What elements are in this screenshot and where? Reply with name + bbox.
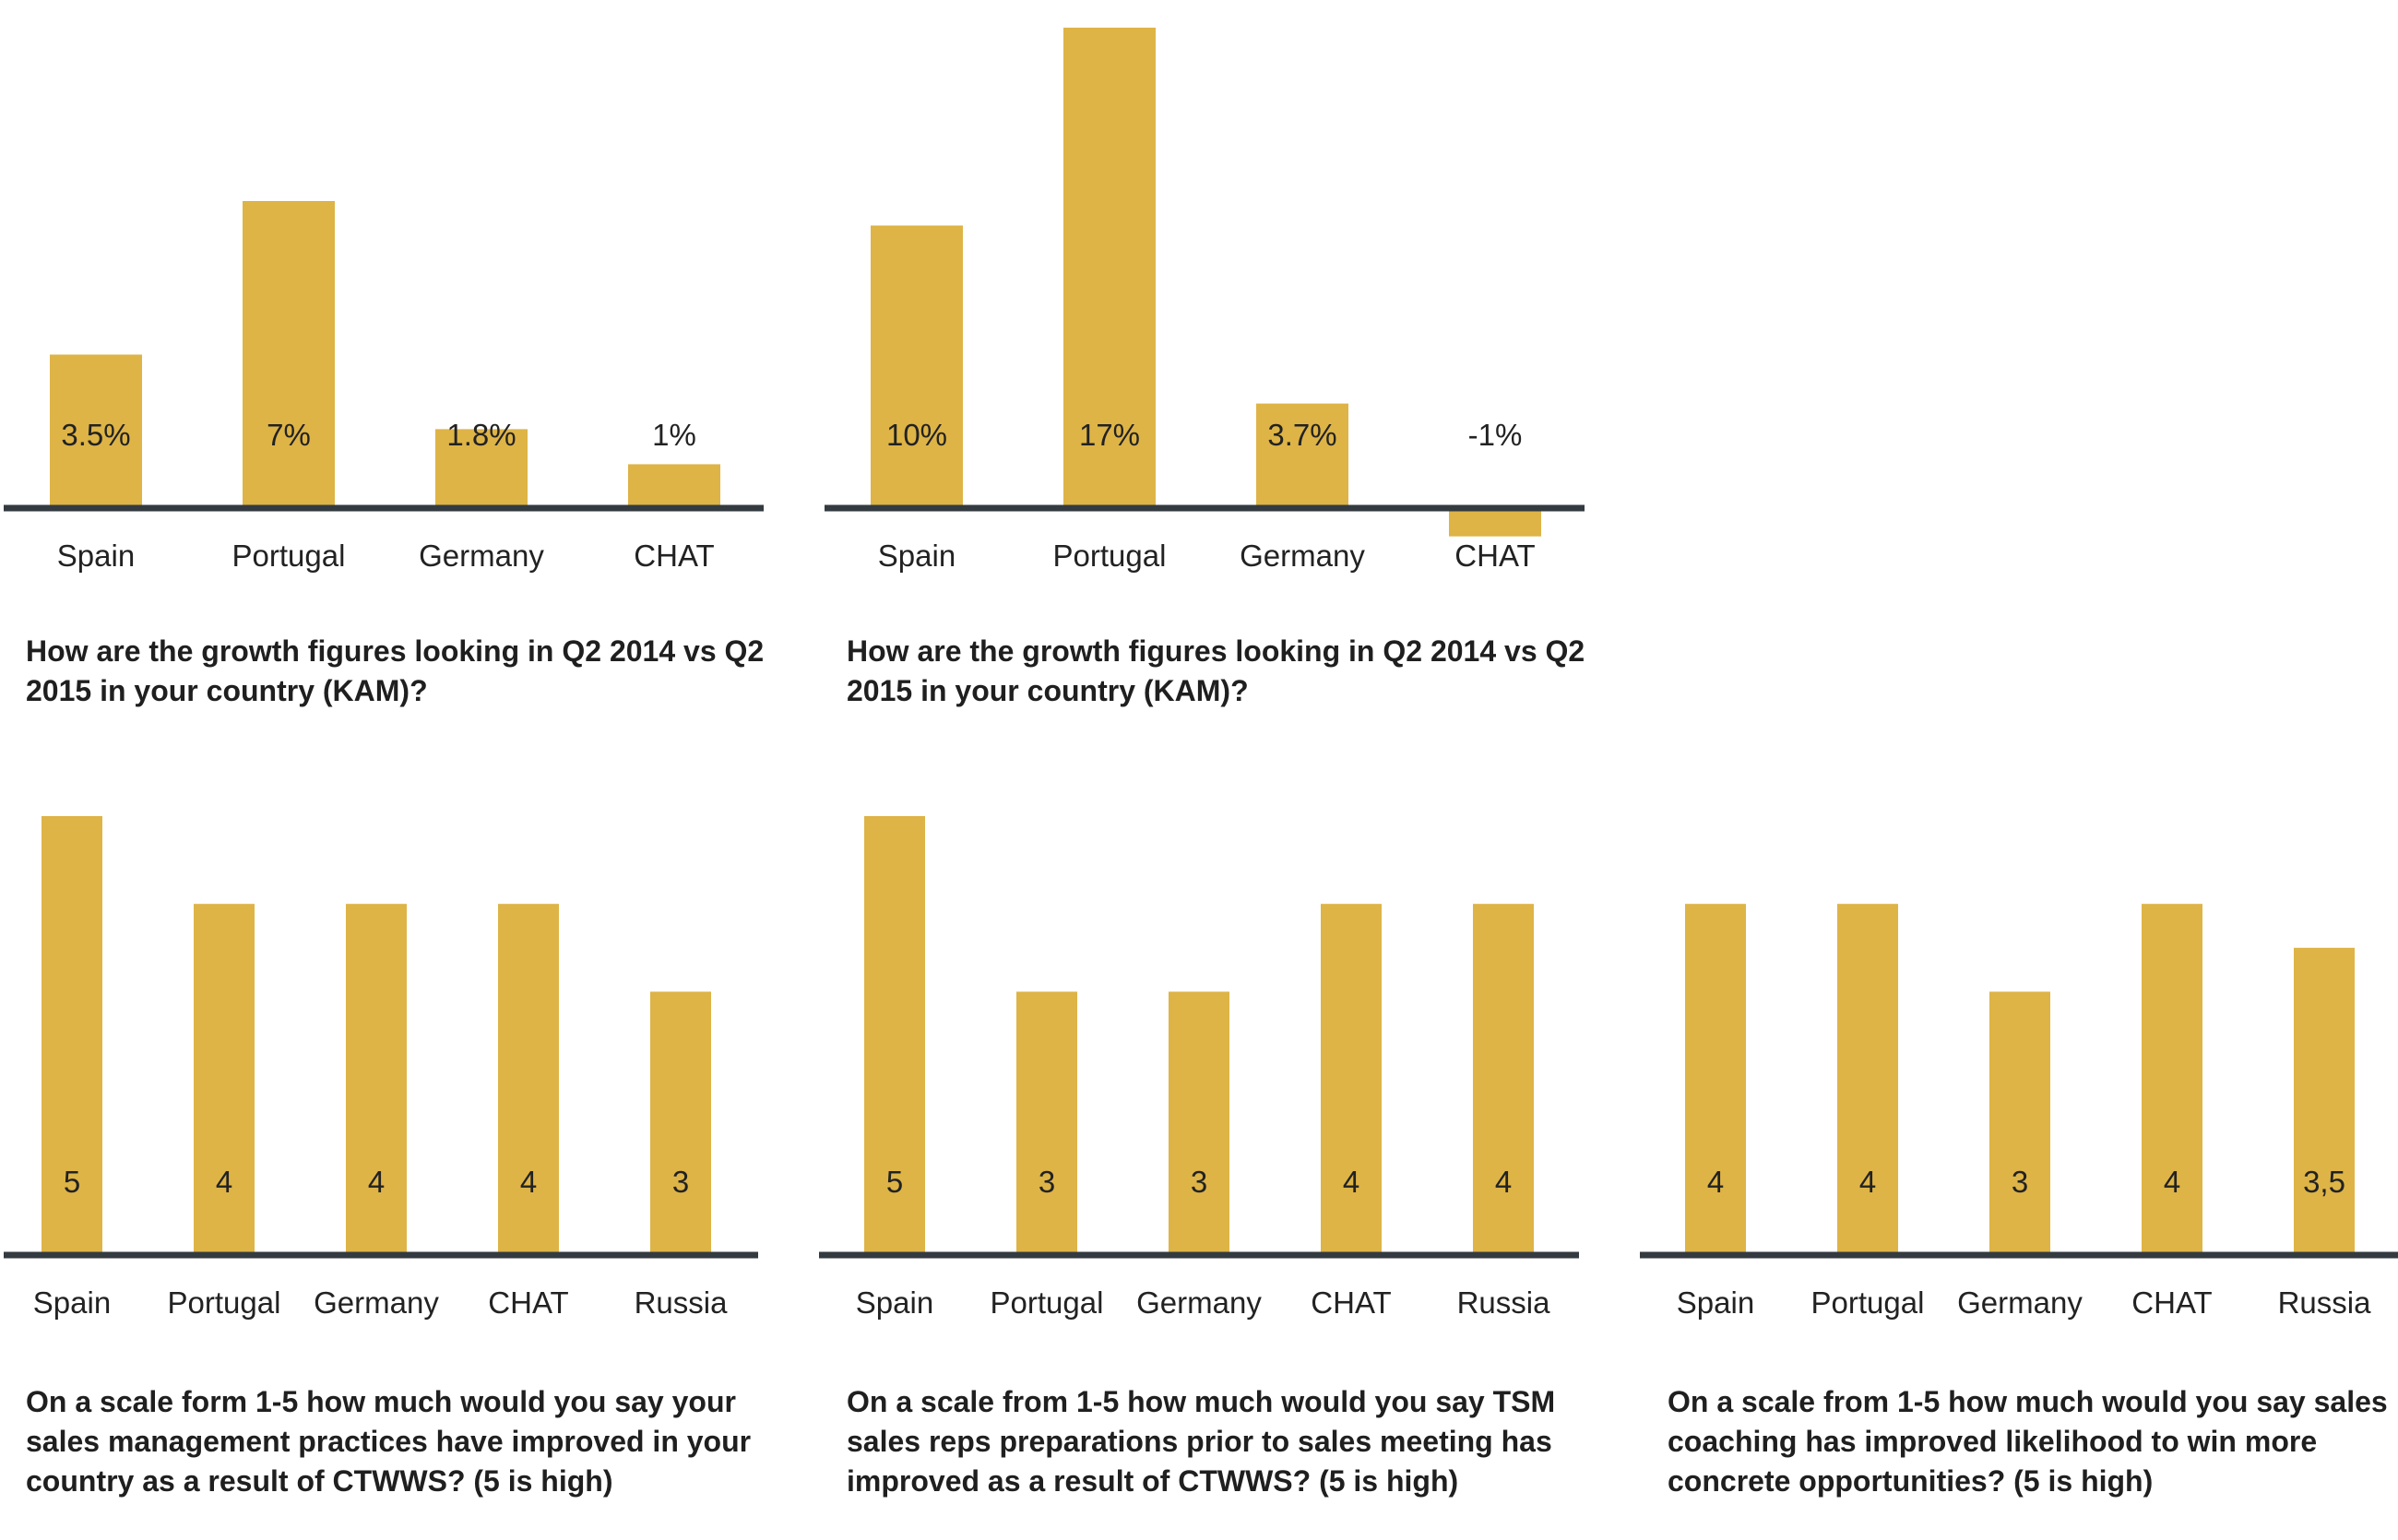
chart-1-bar-germany: [435, 429, 528, 508]
chart-2-bar-chat: [1449, 508, 1541, 537]
chart-5-category-label: Russia: [2278, 1285, 2372, 1320]
chart-3-value-label: 4: [520, 1165, 537, 1199]
chart-1-category-label: CHAT: [634, 539, 714, 573]
chart-5-value-label: 4: [2164, 1165, 2180, 1199]
chart-3-category-label: CHAT: [488, 1285, 568, 1320]
chart-1-bar-spain: [50, 354, 142, 508]
chart-3-bar-russia: [650, 991, 711, 1255]
chart-5-category-label: Germany: [1957, 1285, 2083, 1320]
chart-1-value-label: 1.8%: [446, 418, 516, 452]
chart-5-bar-spain: [1685, 904, 1746, 1255]
chart-3-title: On a scale form 1-5 how much would you s…: [26, 1385, 752, 1498]
chart-5-title: On a scale from 1-5 how much would you s…: [1668, 1385, 2388, 1498]
chart-3-bar-germany: [346, 904, 407, 1255]
chart-1-category-label: Spain: [57, 539, 135, 573]
chart-4-category-label: Portugal: [991, 1285, 1104, 1320]
chart-4-value-label: 4: [1495, 1165, 1512, 1199]
chart-2-category-label: CHAT: [1454, 539, 1535, 573]
chart-2-bar-spain: [871, 225, 963, 508]
chart-1-value-label: 3.5%: [61, 418, 130, 452]
chart-4-title: On a scale from 1-5 how much would you s…: [847, 1385, 1556, 1498]
chart-5-category-label: CHAT: [2131, 1285, 2212, 1320]
chart-5-value-label: 4: [1707, 1165, 1724, 1199]
chart-5-category-label: Portugal: [1811, 1285, 1925, 1320]
chart-4-category-label: Spain: [856, 1285, 933, 1320]
chart-4-value-label: 4: [1343, 1165, 1359, 1199]
chart-1-category-label: Germany: [419, 539, 544, 573]
chart-5-value-label: 4: [1859, 1165, 1876, 1199]
chart-3-category-label: Russia: [635, 1285, 729, 1320]
chart-3-value-label: 5: [64, 1165, 80, 1199]
chart-3-bar-chat: [498, 904, 559, 1255]
chart-5-bar-portugal: [1837, 904, 1898, 1255]
chart-panel-3: 5 Spain 4 Portugal 4 Germany 4 CHAT 3 Russia: [4, 816, 758, 1320]
chart-3-bar-portugal: [194, 904, 255, 1255]
chart-3-bar-spain: [42, 816, 102, 1255]
chart-2-category-label: Portugal: [1053, 539, 1167, 573]
chart-panel-4: 5 Spain 3 Portugal 3 Germany 4 CHAT 4 Russia: [819, 816, 1579, 1320]
chart-4-bar-chat: [1321, 904, 1382, 1255]
chart-3-category-label: Germany: [314, 1285, 439, 1320]
chart-4-bar-russia: [1473, 904, 1534, 1255]
chart-2-value-label: 3.7%: [1267, 418, 1336, 452]
chart-2-title: How are the growth figures looking in Q2…: [847, 634, 1585, 707]
chart-4-bar-germany: [1169, 991, 1229, 1255]
chart-4-value-label: 3: [1039, 1165, 1055, 1199]
chart-panel-5: 4 Spain 4 Portugal 3 Germany 4 CHAT 3,5 Russia: [1640, 904, 2398, 1320]
chart-3-value-label: 4: [216, 1165, 232, 1199]
chart-3-category-label: Portugal: [168, 1285, 281, 1320]
chart-4-category-label: CHAT: [1311, 1285, 1391, 1320]
chart-1-bar-chat: [628, 464, 720, 508]
chart-2-category-label: Spain: [878, 539, 956, 573]
chart-1-category-label: Portugal: [232, 539, 346, 573]
chart-4-bar-spain: [864, 816, 925, 1255]
chart-2-bar-portugal: [1063, 28, 1156, 508]
chart-2-category-label: Germany: [1240, 539, 1365, 573]
chart-5-bar-russia: [2294, 947, 2355, 1255]
chart-2-value-label: 10%: [886, 418, 947, 452]
chart-panel-2: 10% Spain 17% Portugal 3.7% Germany -1% CHAT: [825, 28, 1585, 573]
chart-5-value-label: 3,5: [2303, 1165, 2345, 1199]
chart-3-value-label: 4: [368, 1165, 385, 1199]
chart-2-bar-germany: [1256, 403, 1348, 508]
chart-1-bar-portugal: [243, 201, 335, 508]
chart-1-value-label: 7%: [267, 418, 311, 452]
chart-4-value-label: 3: [1191, 1165, 1207, 1199]
chart-panel-1: 3.5% Spain 7% Portugal 1.8% Germany 1% CHAT: [4, 201, 764, 573]
chart-3-category-label: Spain: [33, 1285, 111, 1320]
chart-2-value-label: 17%: [1079, 418, 1140, 452]
chart-5-bar-germany: [1989, 991, 2050, 1255]
chart-2-value-label: -1%: [1468, 418, 1523, 452]
chart-1-value-label: 1%: [652, 418, 696, 452]
chart-4-category-label: Germany: [1136, 1285, 1262, 1320]
chart-5-value-label: 3: [2012, 1165, 2028, 1199]
chart-4-category-label: Russia: [1457, 1285, 1551, 1320]
chart-5-bar-chat: [2142, 904, 2202, 1255]
chart-4-value-label: 5: [886, 1165, 903, 1199]
chart-1-title: How are the growth figures looking in Q2…: [26, 634, 765, 707]
chart-3-value-label: 3: [672, 1165, 689, 1199]
chart-4-bar-portugal: [1016, 991, 1077, 1255]
chart-5-category-label: Spain: [1677, 1285, 1754, 1320]
